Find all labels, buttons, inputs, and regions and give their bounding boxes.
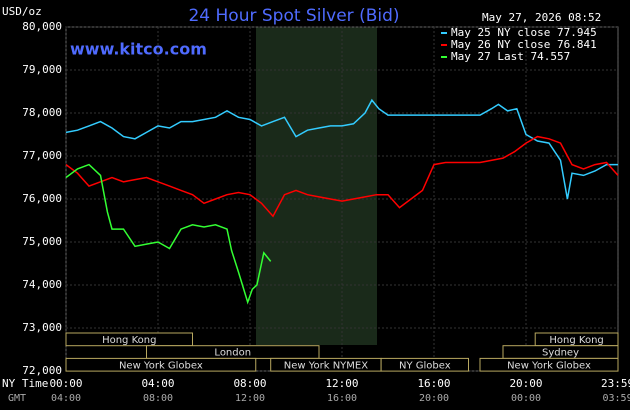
- series-line: [65, 135, 619, 218]
- y-label: USD/oz: [2, 5, 42, 18]
- y-tick-label: 80,000: [22, 20, 62, 33]
- session-label: New York Globex: [507, 360, 591, 371]
- session-box: [380, 357, 470, 372]
- x2-tick-label: 03:59: [602, 393, 630, 404]
- session-box: [65, 357, 257, 372]
- series-line: [65, 98, 618, 200]
- x-tick-label: 00:00: [49, 377, 82, 390]
- y-tick-label: 76,000: [22, 192, 62, 205]
- x-tick-label: 20:00: [509, 377, 542, 390]
- x-tick-label: 16:00: [417, 377, 450, 390]
- x2-tick-label: 12:00: [235, 393, 265, 404]
- legend-label: May 27 Last 74.557: [451, 50, 570, 63]
- y-tick-label: 78,000: [22, 106, 62, 119]
- y-tick-label: 73,000: [22, 321, 62, 334]
- y-tick-label: 74,000: [22, 278, 62, 291]
- x2-label: GMT: [8, 393, 26, 404]
- x-tick-label: 04:00: [141, 377, 174, 390]
- session-label: Hong Kong: [549, 335, 603, 346]
- session-label: Hong Kong: [102, 335, 156, 346]
- x2-tick-label: 00:00: [511, 393, 541, 404]
- source: www.kitco.com: [70, 40, 207, 59]
- timestamp: May 27, 2026 08:52: [482, 11, 601, 24]
- x2-tick-label: 04:00: [51, 393, 81, 404]
- session-label: New York Globex: [119, 360, 203, 371]
- session-label: NY Globex: [399, 360, 451, 371]
- x2-tick-label: 20:00: [419, 393, 449, 404]
- session-label: London: [214, 348, 251, 359]
- x-label: NY Time: [2, 377, 48, 390]
- y-tick-label: 77,000: [22, 149, 62, 162]
- y-tick-label: 79,000: [22, 63, 62, 76]
- session-label: Sydney: [542, 348, 579, 359]
- x-tick-label: 08:00: [233, 377, 266, 390]
- series-line: [65, 163, 272, 305]
- x2-tick-label: 08:00: [143, 393, 173, 404]
- legend-label: May 25 NY close 77.945: [451, 26, 597, 39]
- chart-title: 24 Hour Spot Silver (Bid): [188, 6, 399, 26]
- x-tick-label: 23:59: [601, 377, 630, 390]
- x2-tick-label: 16:00: [327, 393, 357, 404]
- y-tick-label: 72,000: [22, 364, 62, 377]
- y-tick-label: 75,000: [22, 235, 62, 248]
- session-box: [479, 357, 619, 372]
- session-label: New York NYMEX: [284, 360, 369, 371]
- legend-label: May 26 NY close 76.841: [451, 38, 597, 51]
- session-box: [65, 332, 193, 347]
- x-tick-label: 12:00: [325, 377, 358, 390]
- nymex-shade: [256, 27, 377, 345]
